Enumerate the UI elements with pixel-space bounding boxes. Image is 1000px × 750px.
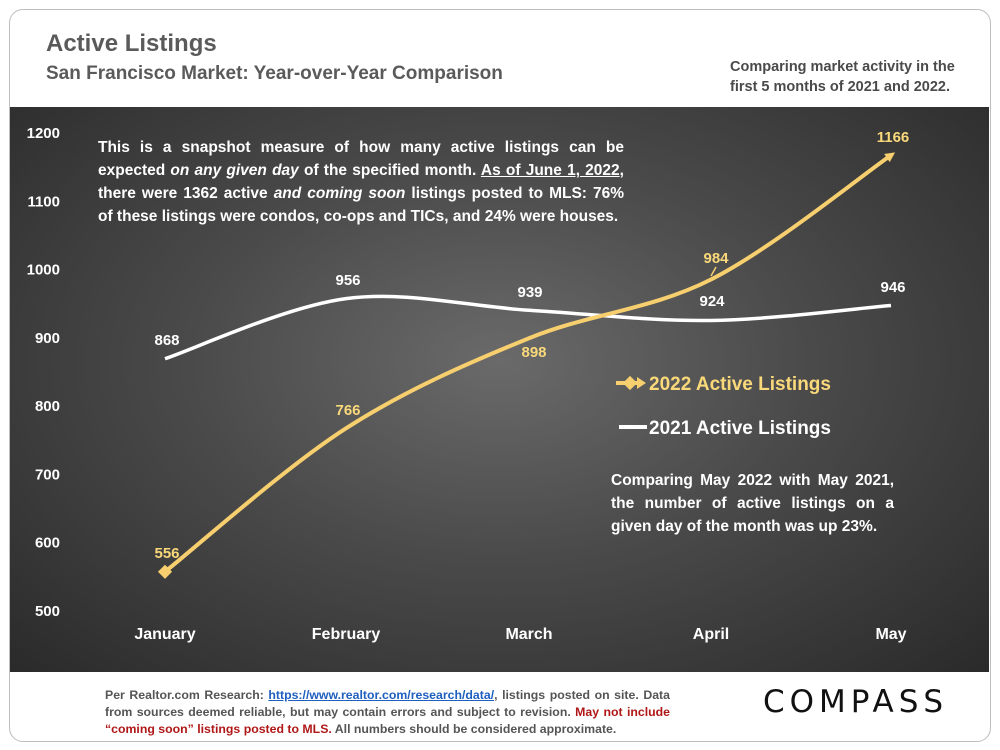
footer-warning: May not include “coming soon” listings p…	[105, 705, 670, 736]
snapshot-text-3: of the specified month.	[298, 162, 481, 179]
legend-marker-2022	[622, 375, 638, 391]
x-tick-label: May	[875, 626, 906, 643]
data-label-2022: 898	[521, 344, 546, 361]
snapshot-text-4: As of June 1, 2022	[480, 162, 620, 179]
side-note: Comparing market activity in the first 5…	[730, 59, 955, 95]
compass-logo: COMPASS	[763, 684, 949, 720]
page-title: Active Listings	[46, 30, 217, 57]
x-tick-label: April	[693, 626, 729, 643]
x-tick-label: March	[505, 626, 552, 643]
plot-area	[10, 107, 989, 672]
data-label-2021: 946	[880, 279, 905, 296]
y-tick-label: 900	[35, 330, 60, 347]
snapshot-text-7: listings posted to MLS: 76% of these lis…	[98, 185, 624, 225]
y-tick-label: 1200	[27, 125, 60, 142]
y-tick-label: 1000	[27, 262, 60, 279]
series-line-2022	[163, 152, 896, 574]
footer-mid: , listings posted on site. Data from sou…	[105, 688, 670, 719]
y-tick-label: 700	[35, 466, 60, 483]
x-tick-label: February	[312, 626, 381, 643]
data-label-2022: 766	[335, 402, 360, 419]
snapshot-text-1: This is a snapshot measure of how many a…	[98, 139, 624, 179]
legend-arrow-2022	[637, 377, 646, 389]
y-tick-label: 800	[35, 398, 60, 415]
data-label-2021: 956	[335, 272, 360, 289]
y-tick-label: 1100	[27, 193, 60, 210]
footer-prefix: Per Realtor.com Research:	[105, 688, 269, 702]
data-label-2021: 868	[154, 332, 179, 349]
series-line-2021	[164, 294, 892, 361]
y-tick-label: 600	[35, 535, 60, 552]
data-label-2022: 984	[703, 250, 729, 267]
page-subtitle: San Francisco Market: Year-over-Year Com…	[46, 63, 503, 84]
data-label-2021: 939	[517, 284, 542, 301]
legend-label-2021: 2021 Active Listings	[649, 418, 831, 439]
footer-source: Per Realtor.com Research: https://www.re…	[105, 687, 670, 738]
data-label-2021: 924	[699, 293, 725, 310]
x-tick-label: January	[134, 626, 195, 643]
data-label-2022: 1166	[877, 129, 910, 146]
snapshot-annotation: This is a snapshot measure of how many a…	[98, 136, 624, 228]
snapshot-text-2: on any given day	[170, 162, 299, 179]
y-tick-label: 500	[35, 603, 60, 620]
legend-label-2022: 2022 Active Listings	[649, 374, 831, 395]
footer-suffix: All numbers should be considered approxi…	[331, 722, 617, 736]
series-2022-start-marker	[157, 564, 173, 579]
snapshot-text-6: and coming soon	[273, 185, 406, 202]
comparison-annotation: Comparing May 2022 with May 2021, the nu…	[611, 472, 894, 535]
data-label-2022: 556	[154, 545, 179, 562]
source-link[interactable]: https://www.realtor.com/research/data/	[268, 688, 495, 702]
data-label-leader	[710, 266, 717, 277]
snapshot-text-5: , there were 1362 active	[98, 162, 624, 202]
